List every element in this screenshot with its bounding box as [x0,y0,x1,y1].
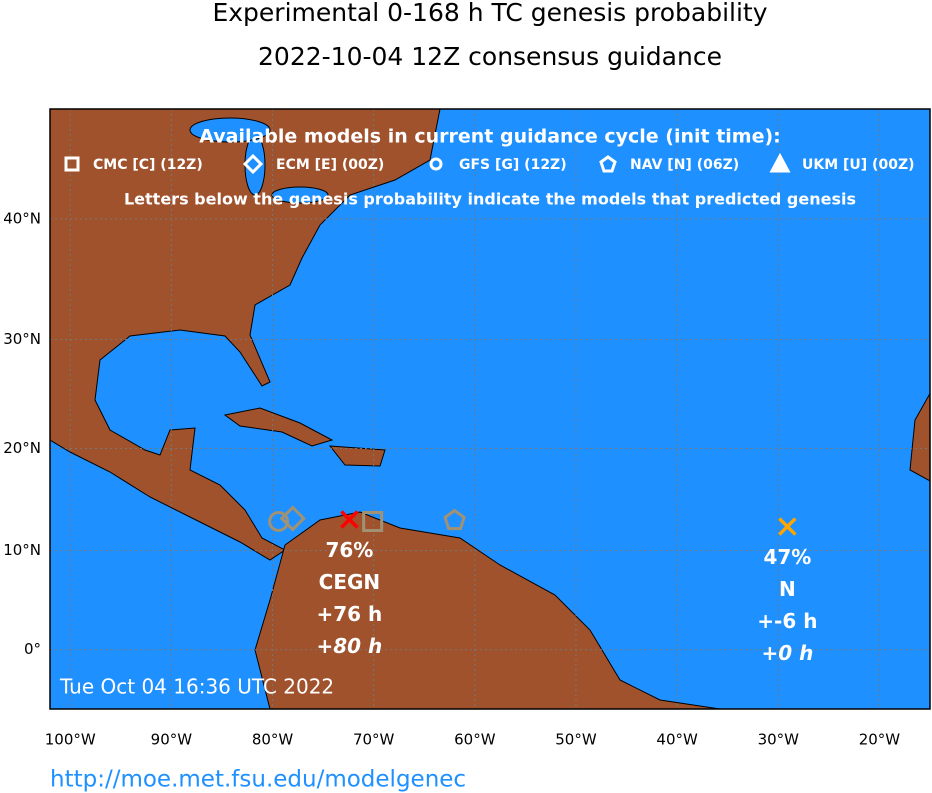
icon-triangle [769,152,791,173]
legend-entry: CMC [C] (12Z) [93,157,203,173]
x-tick-label: 40°W [656,731,698,749]
icon-circle [429,157,443,171]
icon-square [64,156,80,172]
y-tick-label: 40°N [3,209,41,227]
system-label: 76% [325,538,373,562]
legend-entry: UKM [U] (00Z) [802,157,915,173]
timestamp: Tue Oct 04 16:36 UTC 2022 [59,675,334,699]
model-marker [279,505,306,532]
x-tick-label: 30°W [758,731,800,749]
lake [271,186,329,204]
x-tick-label: 50°W [555,731,597,749]
y-tick-label: 0° [24,640,41,658]
legend-icons [64,152,791,175]
y-tick-label: 30°N [3,330,41,348]
x-tick-label: 60°W [454,731,496,749]
africa [909,392,930,482]
legend-entry: GFS [G] (12Z) [459,157,567,173]
x-tick-label: 100°W [45,731,96,749]
model-marker [268,511,290,533]
icon-diamond [242,153,264,175]
genesis-marker [778,517,797,536]
legend-entry: NAV [N] (06Z) [630,157,739,173]
lake [189,117,271,143]
cuba [223,407,334,447]
model-marker [443,508,466,531]
y-tick-label: 20°N [3,439,41,457]
subtitle: 2022-10-04 12Z consensus guidance [258,42,722,71]
y-tick-label: 10°N [3,541,41,559]
north-america [50,109,441,561]
genesis-marker [340,510,359,529]
url[interactable]: http://moe.met.fsu.edu/modelgenec [50,767,466,793]
icon-pentagon [599,155,617,173]
grid [50,109,930,709]
x-tick-label: 90°W [151,731,193,749]
system-label: +76 h [317,602,383,626]
model-marker [362,511,384,533]
map-area [50,109,930,709]
system-label: CEGN [319,570,381,594]
title: Experimental 0-168 h TC genesis probabil… [212,0,767,27]
x-tick-label: 70°W [353,731,395,749]
system-label: +80 h [317,634,383,658]
frame [49,108,931,710]
legend-header: Available models in current guidance cyc… [199,126,781,148]
x-tick-label: 80°W [252,731,294,749]
legend-note: Letters below the genesis probability in… [124,190,856,209]
system-label: +0 h [761,641,813,665]
system-label: N [779,577,796,601]
south-america [254,511,721,709]
system-label: +-6 h [757,609,817,633]
system-label: 47% [763,545,811,569]
legend-entry: ECM [E] (00Z) [276,157,384,173]
x-tick-label: 20°W [859,731,901,749]
